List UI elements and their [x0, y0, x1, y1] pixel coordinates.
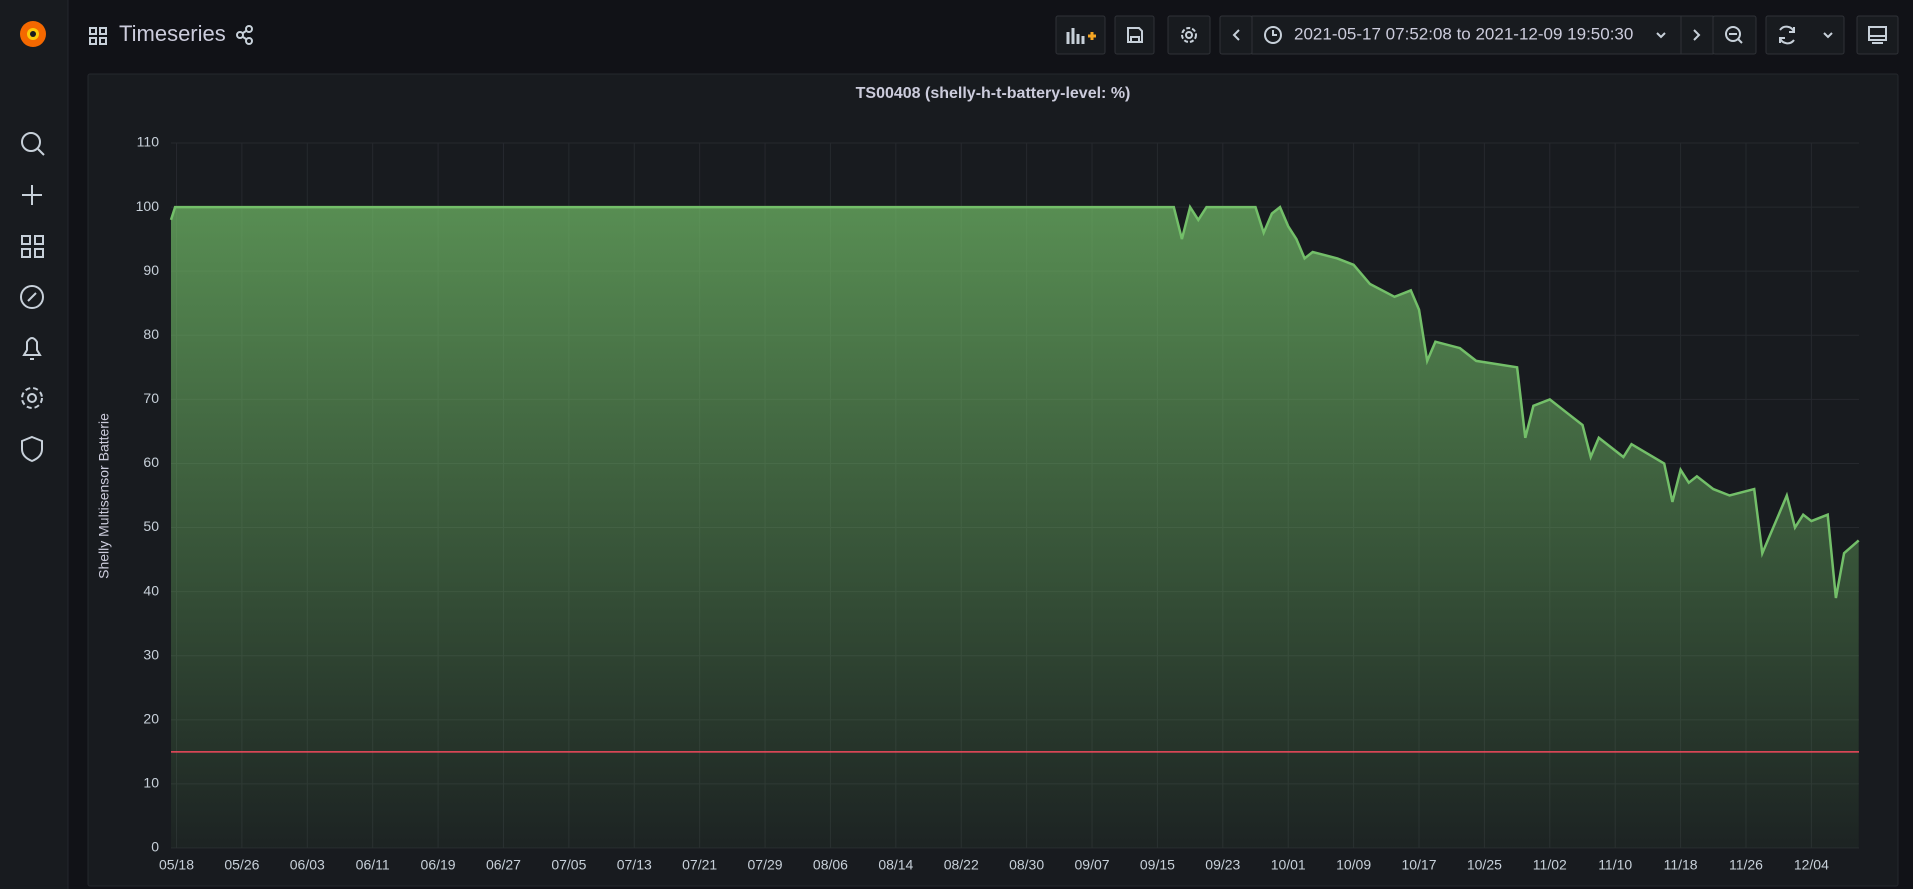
- time-range[interactable]: 2021-05-17 07:52:08 to 2021-12-09 19:50:…: [1294, 24, 1633, 43]
- create-icon[interactable]: [22, 185, 42, 205]
- time-shift-back[interactable]: [1219, 15, 1253, 55]
- x-tick-label: 07/21: [682, 857, 717, 873]
- x-tick-label: 12/04: [1794, 857, 1829, 873]
- x-tick-label: 08/30: [1009, 857, 1044, 873]
- x-tick-label: 08/06: [813, 857, 848, 873]
- x-tick-label: 06/27: [486, 857, 521, 873]
- x-tick-label: 10/01: [1271, 857, 1306, 873]
- x-tick-label: 08/22: [944, 857, 979, 873]
- share-icon[interactable]: [236, 25, 253, 45]
- x-tick-label: 08/14: [878, 857, 913, 873]
- search-icon[interactable]: [21, 132, 45, 156]
- x-tick-label: 06/03: [290, 857, 325, 873]
- x-tick-label: 10/09: [1336, 857, 1371, 873]
- area: [171, 207, 1859, 849]
- y-tick-label: 40: [143, 582, 159, 598]
- zoom-out-button[interactable]: [1712, 15, 1757, 55]
- x-tick-label: 07/05: [551, 857, 586, 873]
- y-axis-label: Shelly Multisensor Batterie: [96, 413, 112, 579]
- settings-button[interactable]: [1167, 15, 1211, 55]
- y-tick-label: 110: [137, 134, 160, 150]
- refresh-button[interactable]: [1765, 15, 1845, 55]
- x-tick-label: 07/13: [617, 857, 652, 873]
- tv-mode-button[interactable]: [1856, 15, 1899, 55]
- time-shift-forward[interactable]: [1680, 15, 1714, 55]
- x-tick-label: 11/10: [1598, 857, 1632, 873]
- y-tick-label: 70: [143, 390, 159, 406]
- save-button[interactable]: [1114, 15, 1155, 55]
- y-tick-label: 100: [136, 198, 160, 214]
- y-tick-label: 50: [143, 518, 159, 534]
- x-tick-label: 06/19: [421, 857, 456, 873]
- dashboard-title[interactable]: Timeseries: [119, 21, 226, 46]
- x-tick-label: 05/18: [159, 857, 194, 873]
- add-panel-button[interactable]: [1055, 15, 1106, 55]
- plot: 0 10 20 30 40 50 60 70 80 90 100 110 05/18 05/26 06/03…: [136, 134, 1860, 873]
- time-picker[interactable]: 2021-05-17 07:52:08 to 2021-12-09 19:50:…: [1251, 15, 1682, 55]
- x-tick-label: 06/11: [356, 857, 390, 873]
- logo[interactable]: [20, 21, 46, 47]
- alerting-icon[interactable]: [22, 337, 42, 360]
- dashboards-icon[interactable]: [21, 235, 44, 258]
- sidebar: [0, 0, 68, 889]
- x-tick-label: 11/26: [1729, 857, 1763, 873]
- x-tick-label: 11/18: [1664, 857, 1698, 873]
- x-tick-label: 10/25: [1467, 857, 1502, 873]
- x-tick-label: 09/23: [1205, 857, 1240, 873]
- x-tick-label: 05/26: [224, 857, 259, 873]
- y-tick-label: 20: [143, 711, 159, 727]
- config-icon[interactable]: [21, 387, 43, 409]
- explore-icon[interactable]: [20, 285, 44, 309]
- y-tick-label: 60: [143, 454, 159, 470]
- y-tick-label: 80: [143, 326, 159, 342]
- x-tick-label: 09/07: [1075, 857, 1110, 873]
- x-tick-label: 10/17: [1401, 857, 1436, 873]
- y-tick-label: 90: [143, 262, 159, 278]
- x-tick-label: 07/29: [748, 857, 783, 873]
- y-tick-label: 30: [143, 646, 159, 662]
- y-tick-label: 0: [151, 839, 159, 855]
- dashboard-grid-icon: [89, 27, 107, 45]
- shield-icon[interactable]: [21, 435, 43, 463]
- series-line: [169, 204, 1860, 599]
- y-tick-label: 10: [143, 775, 159, 791]
- x-tick-label: 11/02: [1533, 857, 1567, 873]
- panel-title[interactable]: TS00408 (shelly-h-t-battery-level: %): [856, 85, 1131, 102]
- x-tick-label: 09/15: [1140, 857, 1175, 873]
